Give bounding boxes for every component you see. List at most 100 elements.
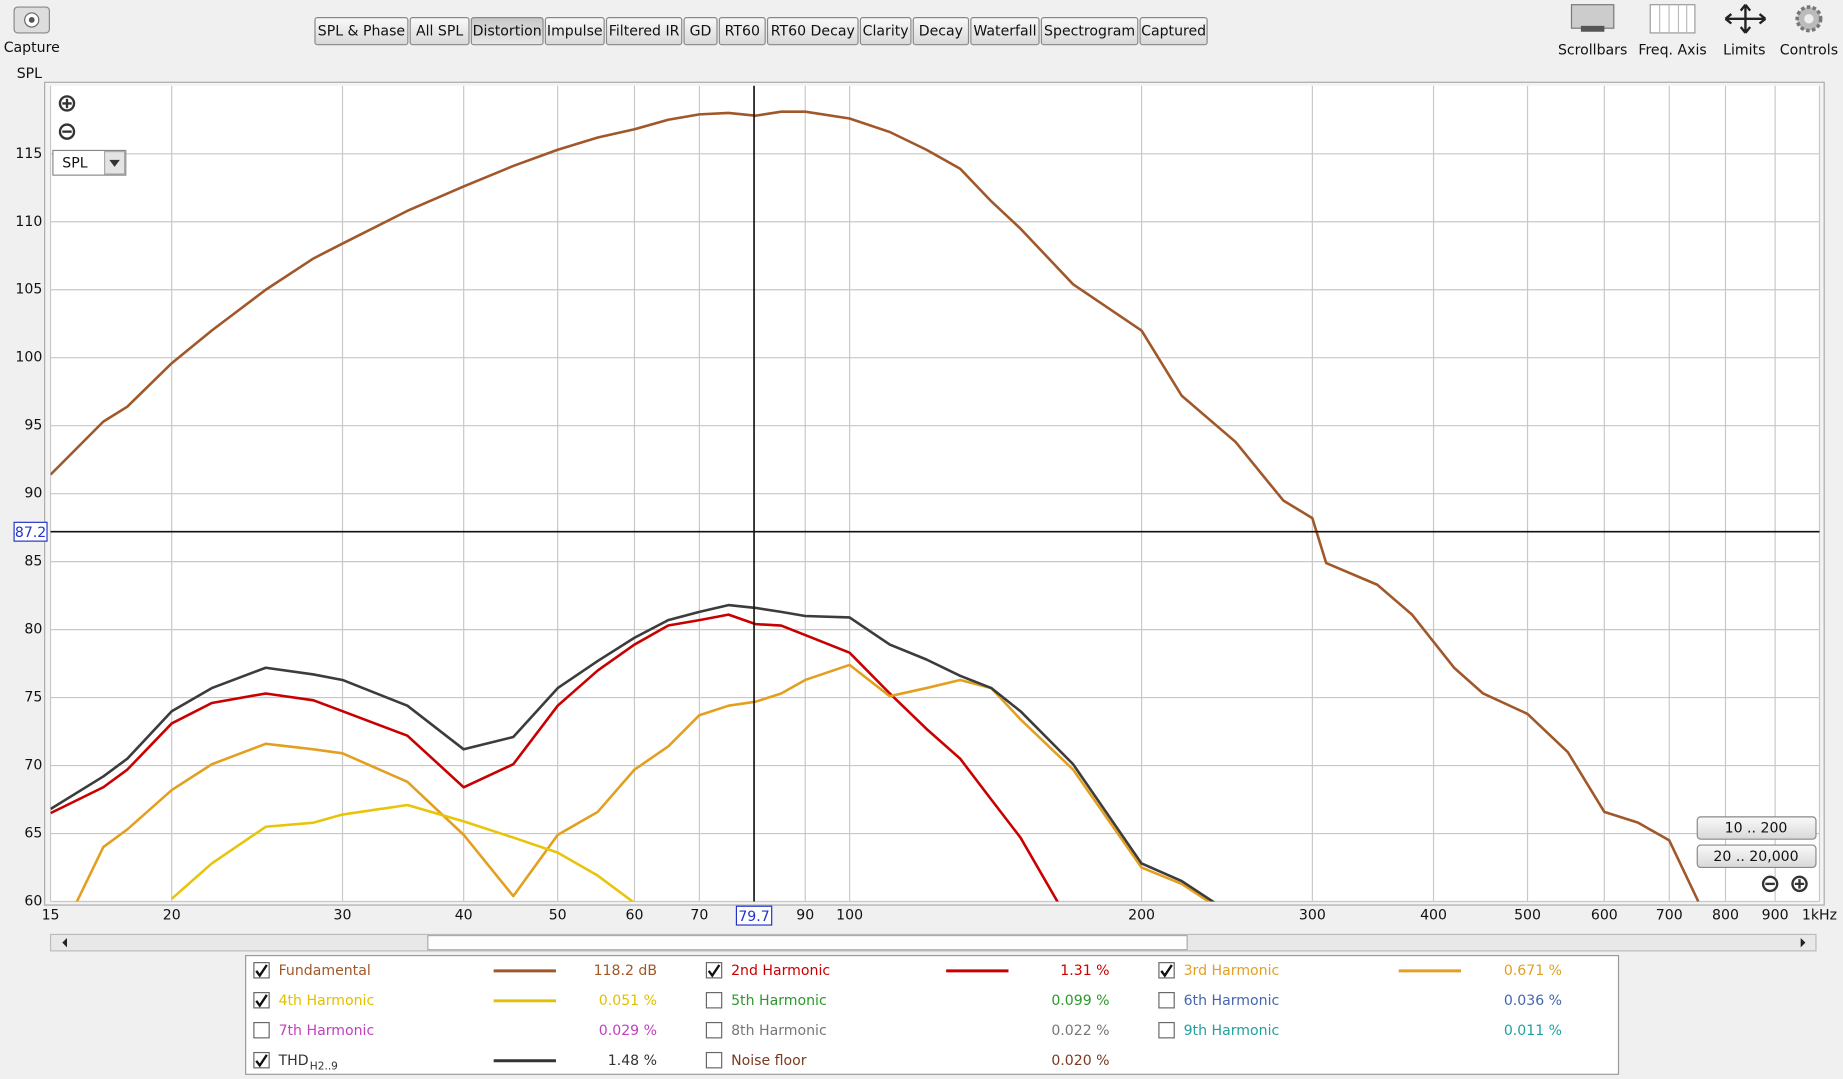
legend-value: 0.051 % — [599, 993, 657, 1009]
y-tick-label: 115 — [15, 146, 42, 162]
x-tick-label: 900 — [1762, 908, 1789, 924]
legend-value: 1.48 % — [608, 1053, 657, 1069]
checkbox[interactable] — [705, 1051, 723, 1069]
legend-value: 0.099 % — [1051, 993, 1109, 1009]
series-line — [50, 110, 1700, 902]
y-tick-label: 95 — [24, 418, 42, 434]
legend-name: 7th Harmonic — [279, 1023, 375, 1039]
tool-label: Controls — [1780, 43, 1838, 59]
zoom-in-x[interactable] — [1791, 875, 1808, 893]
checkmark — [255, 964, 268, 978]
x-tick-label: 60 — [625, 908, 643, 924]
h-scrollbar[interactable] — [49, 933, 1817, 952]
legend-row: 3rd Harmonic 0.671 % — [1158, 962, 1562, 979]
freq-axis-icon[interactable] — [1649, 4, 1696, 34]
x-tick-label: 90 — [796, 908, 814, 924]
x-tick-label: 400 — [1420, 908, 1447, 924]
legend-value: 0.029 % — [599, 1023, 657, 1039]
x-tick-label: 70 — [690, 908, 708, 924]
tab-label: GD — [690, 24, 712, 40]
checkbox[interactable] — [1158, 1021, 1175, 1039]
legend-row: 5th Harmonic 0.099 % — [705, 992, 1110, 1009]
checkbox[interactable] — [253, 1051, 270, 1069]
checkbox[interactable] — [1158, 962, 1175, 979]
capture-button[interactable] — [13, 6, 50, 34]
limits-icon[interactable] — [1724, 3, 1767, 34]
legend-name: 5th Harmonic — [731, 993, 827, 1009]
tab-bg — [766, 17, 859, 46]
tab-label: Decay — [919, 24, 963, 40]
scrollbars-icon[interactable] — [1570, 4, 1615, 32]
checkmark — [1160, 964, 1173, 978]
range-button-bg — [1696, 816, 1817, 840]
tab[interactable]: SPL & Phase — [314, 17, 409, 46]
x-tick-label: 40 — [455, 908, 473, 924]
tab[interactable]: Filtered IR — [605, 17, 683, 46]
legend-name: 9th Harmonic — [1184, 1023, 1280, 1039]
x-tick-label: 800 — [1712, 908, 1739, 924]
tab-label: Filtered IR — [609, 24, 680, 40]
checkmark — [707, 964, 721, 978]
x-tick-label: 600 — [1591, 908, 1618, 924]
tab[interactable]: GD — [683, 17, 718, 46]
y-tick-label: 75 — [24, 690, 42, 706]
tab[interactable]: RT60 — [718, 17, 766, 46]
spl-dropdown[interactable]: SPL — [52, 149, 127, 176]
tab-bg — [470, 17, 544, 46]
legend-name: 2nd Harmonic — [731, 963, 830, 979]
checkbox[interactable] — [253, 1021, 270, 1039]
range-button[interactable]: 20 .. 20,000 — [1696, 844, 1817, 869]
checkbox[interactable] — [253, 962, 270, 979]
legend-value: 118.2 dB — [594, 963, 657, 979]
tab-bg — [409, 17, 470, 46]
tab[interactable]: RT60 Decay — [766, 17, 859, 46]
legend-value: 0.036 % — [1504, 993, 1562, 1009]
tab[interactable]: Clarity — [859, 17, 912, 46]
tab-bg — [1139, 17, 1208, 46]
tab[interactable]: Captured — [1139, 17, 1208, 46]
tab-bg — [970, 17, 1040, 46]
tab-bg — [1040, 17, 1139, 46]
tab[interactable]: Distortion — [470, 17, 544, 46]
legend-subscript: H2..9 — [310, 1061, 338, 1073]
checkmark — [255, 994, 268, 1008]
tab-label: Waterfall — [973, 24, 1036, 40]
tab-bg — [314, 17, 409, 46]
tab[interactable]: Impulse — [544, 17, 605, 46]
legend-name: 6th Harmonic — [1184, 993, 1280, 1009]
tab-label: Distortion — [473, 24, 542, 40]
legend-name: 4th Harmonic — [279, 993, 375, 1009]
tab-label: Captured — [1141, 24, 1206, 40]
zoom-out-x[interactable] — [1761, 875, 1779, 893]
legend-value: 0.011 % — [1504, 1023, 1562, 1039]
tab[interactable]: Decay — [912, 17, 970, 46]
legend-value: 1.31 % — [1060, 963, 1109, 979]
y-tick-label: 60 — [24, 894, 42, 910]
x-tick-label: 1kHz — [1802, 908, 1837, 924]
legend-row: 4th Harmonic 0.051 % — [253, 992, 657, 1009]
x-tick-label: 50 — [549, 908, 567, 924]
y-tick-label: 105 — [15, 282, 42, 298]
tab-label: RT60 Decay — [771, 24, 855, 40]
zoom-out[interactable] — [58, 123, 76, 140]
checkbox[interactable] — [1158, 992, 1175, 1009]
legend-row: 8th Harmonic 0.022 % — [705, 1021, 1110, 1039]
tab[interactable]: Spectrogram — [1040, 17, 1139, 46]
dropdown-label: SPL — [62, 155, 87, 171]
legend-name: Noise floor — [731, 1053, 807, 1069]
legend-value: 0.671 % — [1504, 963, 1562, 979]
checkbox[interactable] — [705, 992, 723, 1009]
tab[interactable]: All SPL — [409, 17, 470, 46]
tool-label: Freq. Axis — [1638, 43, 1706, 59]
cursor-y-box — [13, 521, 48, 542]
checkbox[interactable] — [253, 992, 270, 1009]
legend-row: Noise floor 0.020 % — [705, 1051, 1110, 1069]
x-tick-label: 300 — [1299, 908, 1326, 924]
zoom-in[interactable] — [58, 95, 76, 112]
tab[interactable]: Waterfall — [970, 17, 1040, 46]
controls-icon[interactable] — [1795, 5, 1823, 33]
legend-panel — [245, 954, 1620, 1075]
checkbox[interactable] — [705, 962, 723, 979]
range-button[interactable]: 10 .. 200 — [1696, 816, 1817, 840]
checkbox[interactable] — [705, 1021, 723, 1039]
